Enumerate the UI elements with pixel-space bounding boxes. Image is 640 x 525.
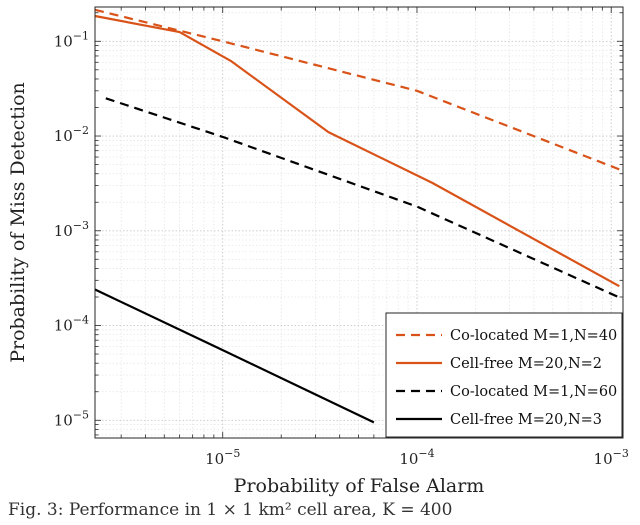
y-tick-label: 10−5: [54, 408, 89, 429]
series-line-2: [94, 14, 620, 288]
legend-label: Co-located M=1,N=40: [450, 328, 617, 344]
grid: [95, 7, 623, 438]
series-lines: [94, 8, 624, 424]
axis-ticks: 10−5 10−4 10−3 10−5 10−4 10−3 10−2 10−1: [54, 7, 629, 468]
series-line-3: [105, 97, 624, 301]
figure-caption: Fig. 3: Performance in 1 × 1 km² cell ar…: [8, 500, 453, 520]
x-tick-label: 10−4: [399, 447, 434, 468]
series-line-4: [94, 288, 375, 424]
legend: Co-located M=1,N=40 Cell-free M=20,N=2 Co-…: [385, 312, 623, 438]
legend-label: Co-located M=1,N=60: [450, 384, 617, 400]
y-axis-label: Probability of Miss Detection: [7, 82, 29, 363]
x-tick-label: 10−5: [205, 447, 240, 468]
y-tick-label: 10−3: [54, 219, 89, 240]
x-tick-label: 10−3: [594, 447, 629, 468]
y-tick-label: 10−1: [54, 29, 89, 50]
legend-box: [385, 312, 623, 438]
y-tick-label: 10−2: [54, 124, 89, 145]
legend-label: Cell-free M=20,N=2: [450, 356, 602, 372]
plot-frame: [94, 6, 624, 439]
y-tick-label: 10−4: [54, 314, 89, 335]
x-axis-label: Probability of False Alarm: [234, 475, 485, 497]
legend-label: Cell-free M=20,N=3: [450, 412, 602, 428]
roc-chart: 10−5 10−4 10−3 10−5 10−4 10−3 10−2 10−1 Probabi…: [7, 6, 629, 497]
series-line-1: [94, 8, 624, 172]
